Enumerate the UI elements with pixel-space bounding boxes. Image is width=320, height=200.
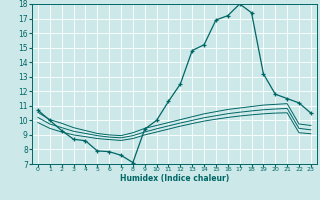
X-axis label: Humidex (Indice chaleur): Humidex (Indice chaleur)	[120, 174, 229, 183]
